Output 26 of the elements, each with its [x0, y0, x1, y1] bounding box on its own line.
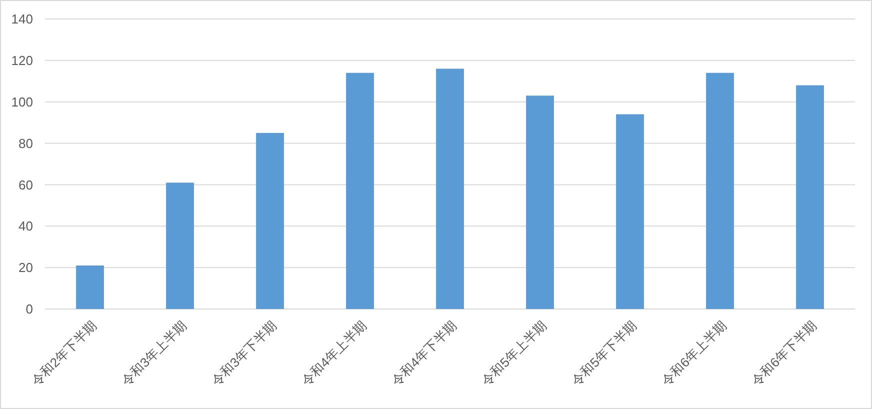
bar — [796, 85, 824, 309]
bar — [526, 96, 554, 309]
x-tick-label: 令和6年上半期 — [658, 318, 730, 389]
x-tick-label: 令和6年下半期 — [748, 318, 820, 389]
x-tick-label: 令和4年上半期 — [298, 318, 370, 389]
y-tick-label: 40 — [18, 218, 33, 234]
bar — [256, 132, 284, 309]
bar — [706, 72, 734, 309]
y-tick-label: 100 — [11, 94, 33, 110]
y-tick-label: 0 — [26, 302, 33, 317]
y-tick-label: 80 — [18, 136, 33, 151]
bar — [166, 182, 194, 309]
x-tick-label: 令和3年上半期 — [118, 318, 190, 389]
bar — [76, 266, 104, 309]
y-tick-label: 60 — [18, 177, 33, 192]
x-tick-label: 令和3年下半期 — [208, 318, 280, 389]
x-tick-label: 令和2年下半期 — [28, 318, 100, 389]
y-tick-label: 120 — [11, 52, 33, 68]
x-tick-label: 令和4年下半期 — [388, 318, 460, 389]
bar — [346, 72, 374, 309]
x-tick-label: 令和5年下半期 — [568, 318, 640, 389]
x-tick-label: 令和5年上半期 — [478, 318, 550, 389]
bar — [616, 114, 644, 309]
y-tick-label: 20 — [18, 260, 33, 276]
bar — [436, 68, 464, 309]
y-tick-label: 140 — [11, 12, 33, 27]
